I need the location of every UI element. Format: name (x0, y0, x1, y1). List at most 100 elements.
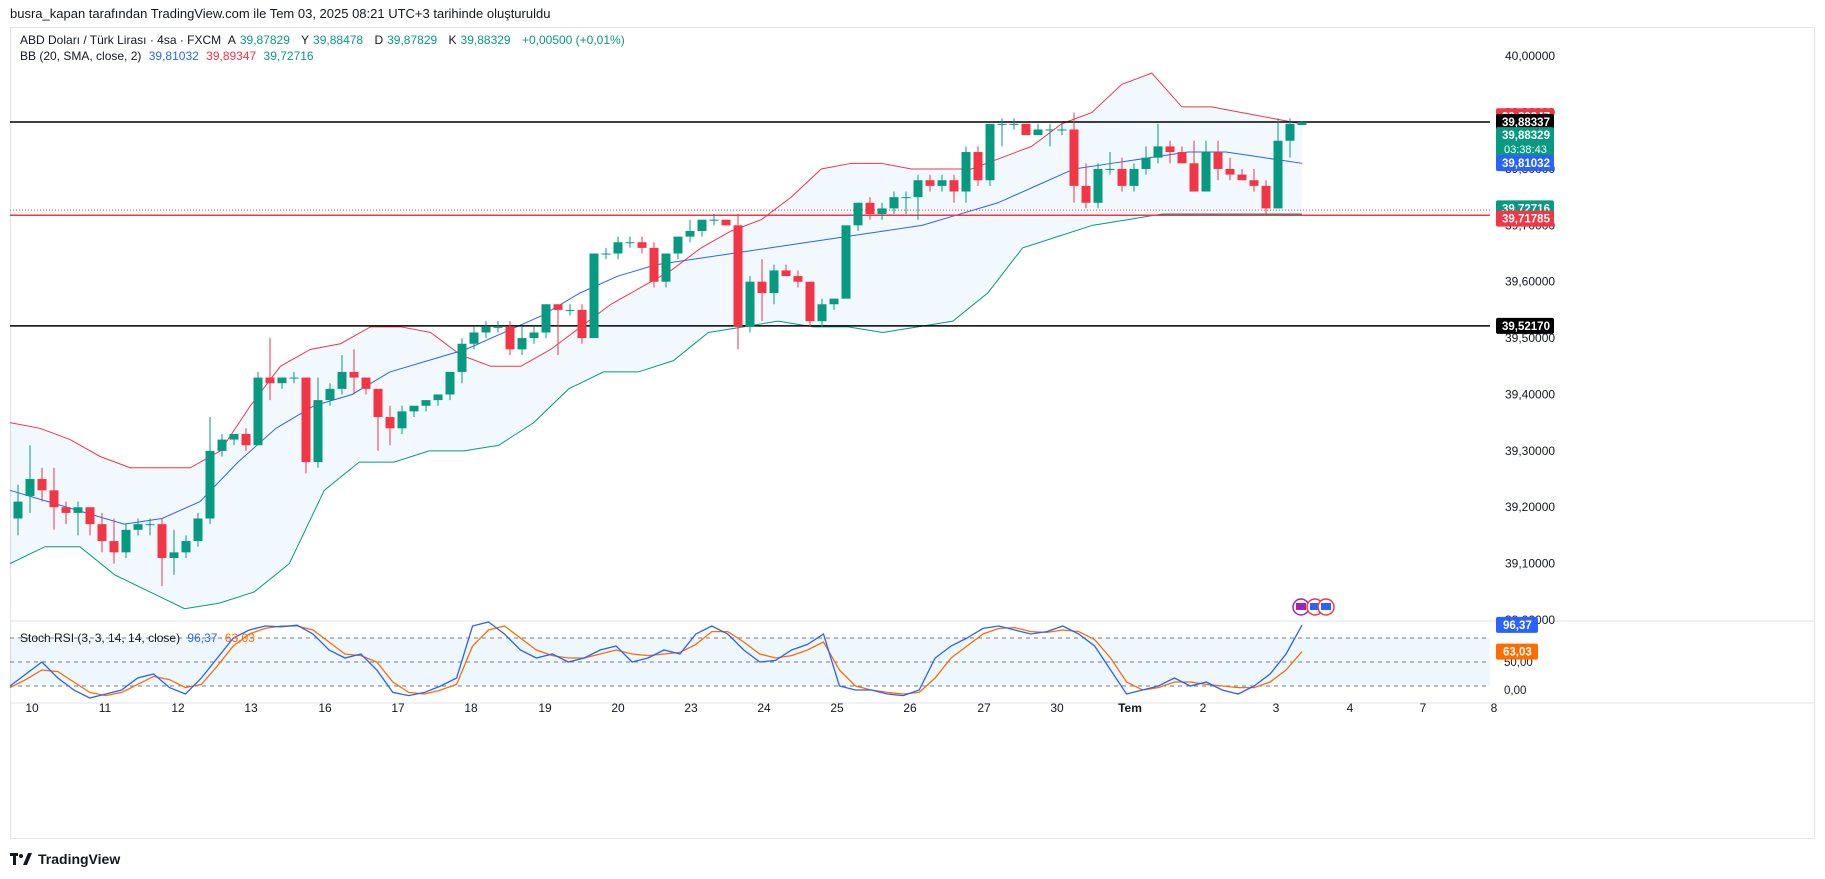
stoch-label: Stoch RSI (3, 3, 14, 14, close) (20, 631, 181, 645)
bb-upper-value: 39,89347 (206, 49, 257, 63)
bb-lower-value: 39,72716 (263, 49, 314, 63)
candle (457, 338, 467, 384)
price-label-bg (1496, 210, 1554, 227)
open-value: 39,87829 (239, 33, 290, 47)
candle (421, 400, 431, 412)
candle-body (553, 304, 563, 310)
candle-body (625, 242, 635, 244)
candle-body (121, 529, 131, 553)
candle (1153, 123, 1163, 164)
price-label-text: 39,88337 (1502, 117, 1550, 129)
candle-body (709, 219, 719, 221)
time-tick-label: 3 (1273, 701, 1280, 715)
candle (1105, 152, 1115, 175)
brand-logo[interactable]: TradingView (10, 851, 120, 867)
candle-body (1177, 152, 1187, 164)
candle (673, 236, 683, 260)
candle (1093, 163, 1103, 209)
candle (85, 507, 95, 536)
candle (685, 219, 695, 243)
candle-body (205, 450, 215, 519)
price-tick-label: 39,40000 (1505, 387, 1555, 401)
candle (757, 259, 767, 322)
stoch-d-line (9, 625, 1303, 697)
candle-body (85, 507, 95, 525)
candle-body (1225, 168, 1235, 175)
time-tick-label: 30 (1050, 701, 1064, 715)
candle-body (457, 343, 467, 372)
candle (817, 298, 827, 327)
candle-body (589, 253, 599, 339)
candle (1189, 140, 1199, 192)
candle (1141, 146, 1151, 175)
candle (769, 264, 779, 305)
candle (997, 118, 1007, 147)
price-axis-label-3: 39,81032 (1496, 155, 1554, 172)
candle (397, 405, 407, 434)
candle-body (1273, 140, 1283, 209)
candle (373, 388, 383, 451)
candle-body (1033, 129, 1043, 136)
candle (829, 298, 839, 310)
low-value: 39,87829 (387, 33, 438, 47)
flag-icon-0 (1296, 603, 1306, 610)
candle (553, 304, 563, 356)
candle-body (217, 439, 227, 451)
candle (301, 377, 311, 474)
candle-body (493, 326, 503, 328)
candle (577, 304, 587, 344)
high-value: 39,88478 (313, 33, 364, 47)
candle-body (433, 394, 443, 401)
candle-body (913, 180, 923, 198)
candle (1057, 123, 1067, 136)
candle (445, 371, 455, 401)
brand-name: TradingView (38, 851, 121, 867)
candle (961, 146, 971, 203)
price-label-text: 39,52170 (1502, 321, 1550, 333)
price-tick-label: 39,30000 (1505, 444, 1555, 458)
candle-body (769, 270, 779, 293)
candle-body (1201, 152, 1211, 192)
candle (889, 191, 899, 215)
candle (349, 349, 359, 395)
stoch-k-label-text: 96,37 (1503, 620, 1532, 632)
candle (241, 428, 251, 451)
time-tick-label: 11 (99, 701, 112, 715)
price-label-bg (1496, 127, 1554, 158)
candle-body (181, 541, 191, 553)
change-value: +0,00500 (+0,01%) (521, 33, 625, 47)
candle (625, 236, 635, 248)
candle-body (1069, 129, 1079, 186)
candle-body (877, 208, 887, 215)
stoch-k-value: 96,37 (187, 631, 218, 645)
time-tick-label: 2 (1200, 701, 1207, 715)
stoch-legend[interactable]: Stoch RSI (3, 3, 14, 14, close) 96,37 63… (20, 631, 259, 645)
candle (1285, 118, 1295, 158)
candle (877, 202, 887, 220)
bb-legend[interactable]: BB (20, SMA, close, 2) 39,81032 39,89347… (20, 49, 318, 63)
candle (541, 304, 551, 339)
candle (385, 405, 395, 446)
candle (1021, 123, 1031, 136)
candle-body (361, 377, 371, 389)
candle (169, 529, 179, 575)
candle (733, 214, 743, 350)
candle (1069, 112, 1079, 203)
candle-body (1081, 185, 1091, 203)
stoch-d-axis-label: 63,03 (1496, 643, 1538, 660)
candle (529, 326, 539, 344)
candle-body (805, 281, 815, 322)
time-tick-label: 18 (464, 701, 478, 715)
price-axis-label-2: 39,88329 03:38:43 (1496, 127, 1554, 158)
candle-body (517, 338, 527, 350)
time-tick-label: 17 (391, 701, 405, 715)
symbol-title[interactable]: ABD Doları / Türk Lirası · 4sa · FXCM (20, 33, 222, 47)
candle-body (529, 332, 539, 339)
flag-icon-2 (1321, 603, 1331, 610)
candle (709, 214, 719, 226)
candle (937, 174, 947, 192)
candle (649, 242, 659, 288)
close-value-label: K 39,88329 (449, 33, 515, 47)
